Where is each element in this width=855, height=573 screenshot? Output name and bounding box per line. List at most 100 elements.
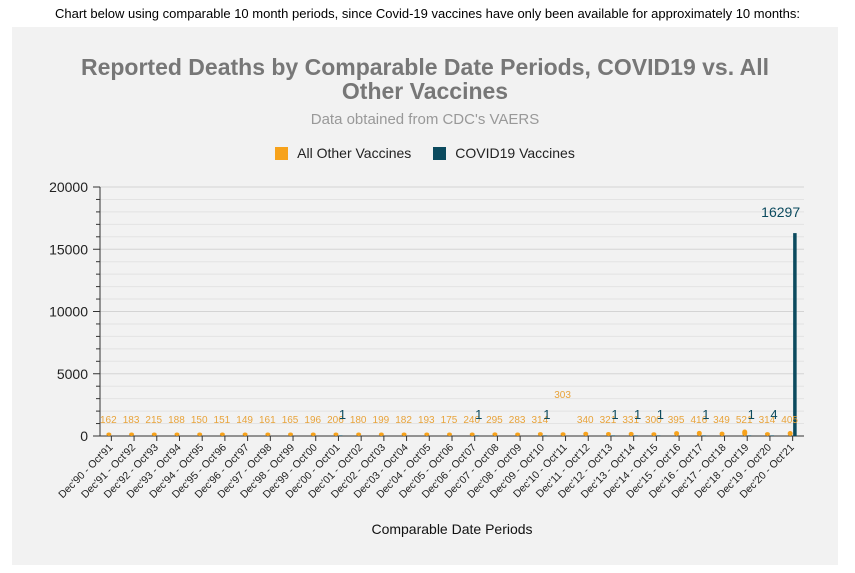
y-tick-label: 20000 — [49, 179, 88, 195]
data-label-other: 521 — [736, 415, 753, 426]
bar-other-vaccines — [674, 431, 680, 436]
data-label-other: 349 — [713, 415, 730, 426]
data-label-other: 182 — [395, 415, 412, 426]
bar-other-vaccines — [447, 432, 452, 436]
data-label-other: 151 — [214, 415, 231, 426]
bar-other-vaccines — [197, 432, 203, 436]
data-label-other: 283 — [509, 415, 526, 426]
data-label-other: 161 — [259, 415, 276, 426]
bar-covid-vaccines — [338, 435, 343, 436]
data-label-covid: 1 — [748, 407, 755, 422]
data-label-other: 193 — [418, 415, 435, 426]
chart-legend: All Other Vaccines COVID19 Vaccines — [12, 145, 838, 161]
bar-other-vaccines — [242, 432, 248, 436]
bar-other-vaccines — [651, 432, 657, 436]
data-label-other: 180 — [350, 415, 367, 426]
bar-other-vaccines — [288, 432, 294, 436]
bar-covid-vaccines — [611, 435, 615, 436]
data-label-other: 331 — [622, 415, 639, 426]
legend-item-covid[interactable]: COVID19 Vaccines — [433, 145, 575, 161]
bar-other-vaccines — [151, 432, 157, 436]
y-tick-label: 0 — [80, 428, 88, 444]
bar-other-vaccines — [401, 432, 407, 436]
bar-other-vaccines — [515, 432, 521, 436]
data-label-covid: 1 — [634, 407, 641, 422]
bar-other-vaccines — [333, 432, 339, 436]
bar-other-vaccines — [764, 432, 770, 436]
bar-other-vaccines — [719, 431, 725, 436]
bar-covid-vaccines — [656, 435, 661, 436]
bar-other-vaccines — [310, 432, 316, 436]
data-label-other: 162 — [100, 415, 117, 426]
data-label-other: 314 — [531, 415, 548, 426]
y-tick-label: 5000 — [57, 366, 88, 382]
data-label-other: 199 — [373, 415, 390, 426]
bar-covid-vaccines — [702, 435, 706, 436]
bar-other-vaccines — [696, 430, 702, 436]
data-label-other: 165 — [282, 415, 299, 426]
bar-covid-vaccines — [543, 435, 547, 436]
data-label-other: 196 — [304, 415, 321, 426]
bar-other-vaccines — [106, 432, 112, 436]
data-label-other: 395 — [668, 415, 685, 426]
intro-text: Chart below using comparable 10 month pe… — [54, 6, 801, 21]
data-label-other: 321 — [600, 415, 617, 426]
bar-other-vaccines — [469, 432, 475, 436]
bar-other-vaccines — [742, 429, 748, 436]
bar-other-vaccines — [424, 432, 430, 436]
data-label-other: 314 — [759, 415, 776, 426]
bar-other-vaccines — [605, 432, 611, 436]
bar-other-vaccines — [787, 430, 793, 436]
data-label-covid: 1 — [657, 407, 664, 422]
bar-covid-vaccines — [793, 233, 797, 436]
data-label-other: 295 — [486, 415, 503, 426]
bar-covid-vaccines — [475, 435, 479, 436]
data-label-other: 303 — [554, 390, 571, 401]
legend-label-other: All Other Vaccines — [297, 145, 412, 161]
data-label-other: 183 — [123, 415, 140, 426]
data-label-other: 149 — [236, 415, 253, 426]
bar-other-vaccines — [492, 432, 498, 436]
data-label-other: 206 — [327, 415, 344, 426]
data-label-other: 240 — [463, 415, 480, 426]
data-label-other: 300 — [645, 415, 662, 426]
bar-other-vaccines — [628, 431, 634, 436]
data-label-other: 150 — [191, 415, 208, 426]
chart-subtitle: Data obtained from CDC's VAERS — [310, 111, 540, 128]
data-label-other: 188 — [168, 415, 185, 426]
chart-panel: Reported Deaths by Comparable Date Perio… — [12, 27, 838, 565]
data-label-covid: 16297 — [761, 204, 800, 220]
bar-other-vaccines — [378, 432, 384, 436]
chart-title: Reported Deaths by Comparable Date Perio… — [80, 54, 770, 104]
bar-other-vaccines — [219, 432, 225, 436]
bar-covid-vaccines — [770, 435, 774, 436]
bar-other-vaccines — [356, 432, 362, 436]
data-label-covid: 1 — [543, 407, 550, 422]
bar-covid-vaccines — [747, 435, 752, 436]
bar-other-vaccines — [265, 432, 271, 436]
y-tick-label: 10000 — [49, 304, 88, 320]
data-label-other: 340 — [577, 415, 594, 426]
y-tick-label: 15000 — [49, 241, 88, 257]
bar-other-vaccines — [537, 432, 543, 436]
data-label-covid: 1 — [611, 407, 618, 422]
data-label-other: 215 — [145, 415, 162, 426]
bar-other-vaccines — [129, 432, 135, 436]
bar-other-vaccines — [560, 432, 566, 436]
bar-other-vaccines — [583, 431, 589, 436]
bar-covid-vaccines — [634, 435, 638, 436]
data-label-other: 416 — [690, 415, 707, 426]
data-label-covid: 1 — [475, 407, 482, 422]
legend-label-covid: COVID19 Vaccines — [455, 145, 575, 161]
data-label-other: 175 — [441, 415, 458, 426]
data-label-covid: 1 — [339, 407, 346, 422]
legend-swatch-other — [275, 146, 289, 160]
legend-swatch-covid — [433, 146, 447, 160]
x-axis-label: Comparable Date Periods — [371, 521, 533, 537]
data-label-covid: 1 — [702, 407, 709, 422]
data-label-covid: 4 — [770, 407, 777, 422]
legend-item-other[interactable]: All Other Vaccines — [275, 145, 411, 161]
bar-other-vaccines — [174, 432, 180, 436]
data-label-other: 405 — [781, 415, 798, 426]
